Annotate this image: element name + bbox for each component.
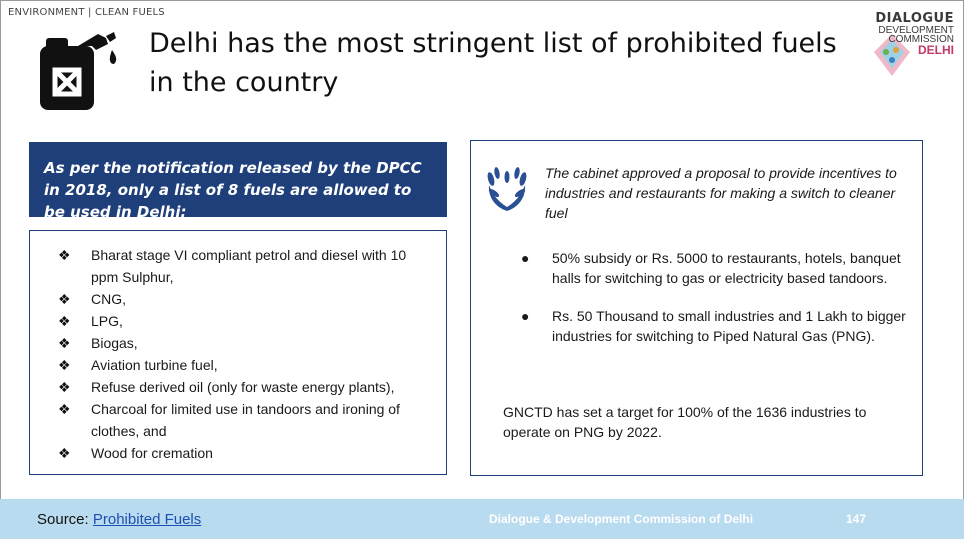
source-line: Source: Prohibited Fuels <box>37 511 201 528</box>
list-item: ❖ Charcoal for limited use in tandoors an… <box>58 398 428 442</box>
logo-line-3: COMMISSION <box>888 34 954 45</box>
list-item-text: Refuse derived oil (only for waste energ… <box>91 379 395 395</box>
diamond-bullet-icon: ❖ <box>58 445 71 461</box>
list-item-text: 50% subsidy or Rs. 5000 to restaurants, … <box>552 250 901 286</box>
source-link[interactable]: Prohibited Fuels <box>92 511 202 528</box>
notification-text-before: As per the notification released by the … <box>44 159 422 199</box>
cabinet-incentives-box: The cabinet approved a proposal to provi… <box>470 140 923 476</box>
logo-line-1: DIALOGUE <box>875 11 954 26</box>
laurel-wreath-icon <box>487 167 527 211</box>
incentives-list: ● 50% subsidy or Rs. 5000 to restaurants,… <box>518 249 908 365</box>
diamond-bullet-icon: ❖ <box>58 247 71 263</box>
allowed-fuels-box: ❖ Bharat stage VI compliant petrol and di… <box>29 230 447 475</box>
page-number: 147 <box>846 512 867 526</box>
footer-org-name: Dialogue & Development Commission of Del… <box>489 512 754 526</box>
source-label: Source: <box>37 511 93 528</box>
list-item-text: Charcoal for limited use in tandoors and… <box>91 401 400 439</box>
list-item-text: Biogas, <box>91 335 138 351</box>
list-item: ● Rs. 50 Thousand to small industries and… <box>518 307 908 346</box>
list-item: ● 50% subsidy or Rs. 5000 to restaurants,… <box>518 249 908 288</box>
list-item-text: LPG, <box>91 313 123 329</box>
footer-bar: Source: Prohibited Fuels Dialogue & Deve… <box>0 499 964 539</box>
notification-year: 2018 <box>65 181 107 199</box>
bullet-dot-icon: ● <box>521 250 530 266</box>
allowed-fuels-list: ❖ Bharat stage VI compliant petrol and di… <box>58 244 428 464</box>
list-item-text: Rs. 50 Thousand to small industries and … <box>552 308 906 344</box>
diamond-bullet-icon: ❖ <box>58 379 71 395</box>
logo-line-4: DELHI <box>918 43 954 57</box>
diamond-bullet-icon: ❖ <box>58 335 71 351</box>
list-item: ❖ Biogas, <box>58 332 428 354</box>
notification-text-after: , only a list of 8 fuels are allowed to … <box>44 181 412 221</box>
ddc-logo: DIALOGUE DEVELOPMENT COMMISSION DELHI <box>868 10 960 78</box>
list-item-text: Bharat stage VI compliant petrol and die… <box>91 247 407 285</box>
diamond-bullet-icon: ❖ <box>58 313 71 329</box>
logo-line-2: DEVELOPMENT <box>878 25 954 36</box>
list-item-text: CNG, <box>91 291 126 307</box>
logo-emblem-icon <box>874 34 910 76</box>
png-target-text: GNCTD has set a target for 100% of the 1… <box>503 404 867 440</box>
list-item: ❖ Aviation turbine fuel, <box>58 354 428 376</box>
list-item: ❖ CNG, <box>58 288 428 310</box>
list-item: ❖ Refuse derived oil (only for waste ener… <box>58 376 428 398</box>
diamond-bullet-icon: ❖ <box>58 357 71 373</box>
list-item-text: Aviation turbine fuel, <box>91 357 218 373</box>
breadcrumb: ENVIRONMENT | CLEAN FUELS <box>8 7 165 18</box>
diamond-bullet-icon: ❖ <box>58 291 71 307</box>
cabinet-intro: The cabinet approved a proposal to provi… <box>545 165 897 221</box>
page-title: Delhi has the most stringent list of pro… <box>149 28 837 98</box>
bullet-dot-icon: ● <box>521 308 530 324</box>
list-item: ❖ LPG, <box>58 310 428 332</box>
fuel-can-icon <box>40 32 117 110</box>
notification-banner: As per the notification released by the … <box>29 142 447 221</box>
list-item: ❖ Bharat stage VI compliant petrol and di… <box>58 244 428 288</box>
list-item: ❖ Wood for cremation <box>58 442 428 464</box>
diamond-bullet-icon: ❖ <box>58 401 71 417</box>
list-item-text: Wood for cremation <box>91 445 213 461</box>
